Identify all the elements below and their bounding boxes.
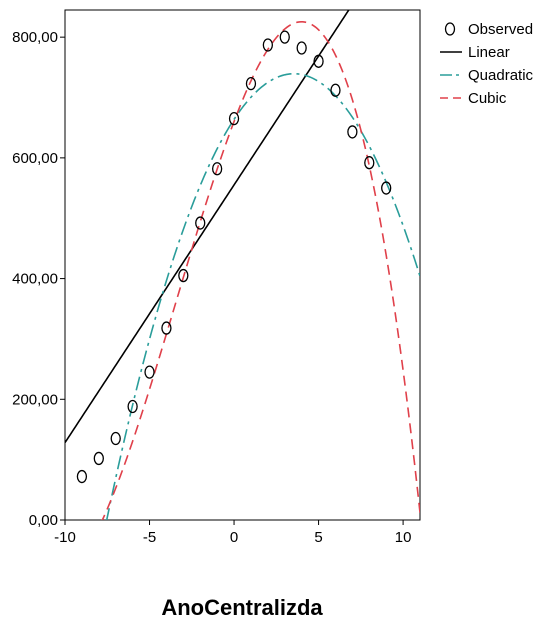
- legend-marker-observed: [444, 22, 456, 36]
- x-tick-label: 5: [314, 529, 322, 546]
- observed-point: [127, 399, 138, 414]
- legend-label-observed: Observed: [468, 21, 533, 38]
- observed-point: [313, 54, 324, 68]
- observed-point: [296, 41, 307, 55]
- x-axis-title: AnoCentralizda: [161, 595, 323, 620]
- observed-point: [93, 451, 104, 466]
- y-tick-label: 200,00: [12, 391, 58, 408]
- observed-point: [347, 125, 358, 139]
- observed-point: [245, 76, 257, 91]
- x-tick-label: 0: [230, 529, 238, 546]
- y-tick-label: 0,00: [29, 512, 58, 529]
- observed-point: [161, 321, 172, 335]
- y-axis: 0,00 200,00 400,00 600,00 800,00: [12, 29, 65, 529]
- x-tick-label: -5: [143, 529, 156, 546]
- fit-line-cubic: [101, 20, 420, 520]
- x-axis: -10 -5 0 5 10: [54, 520, 411, 546]
- observed-point: [195, 216, 206, 230]
- x-tick-label: 10: [395, 529, 412, 546]
- observed-point: [178, 268, 189, 283]
- y-tick-label: 600,00: [12, 150, 58, 167]
- observed-point: [144, 365, 155, 379]
- y-tick-label: 400,00: [12, 271, 58, 288]
- fit-line-quadratic: [105, 72, 420, 520]
- legend: Observed Linear Quadratic Cubic: [440, 21, 533, 107]
- observed-point: [279, 30, 290, 44]
- y-tick-label: 800,00: [12, 29, 58, 46]
- legend-label-linear: Linear: [468, 44, 510, 61]
- observed-points: [76, 30, 392, 484]
- legend-label-cubic: Cubic: [468, 90, 507, 107]
- observed-point: [211, 162, 223, 176]
- fit-line-linear: [65, 10, 350, 444]
- plot-area: [64, 9, 421, 521]
- observed-point: [76, 469, 88, 484]
- legend-label-quadratic: Quadratic: [468, 67, 533, 84]
- observed-point: [110, 431, 121, 446]
- x-tick-label: -10: [54, 529, 76, 546]
- observed-point: [364, 156, 375, 170]
- observed-point: [381, 181, 392, 195]
- observed-point: [262, 38, 274, 52]
- fit-lines: [65, 10, 420, 520]
- observed-point: [228, 111, 240, 126]
- observed-point: [330, 83, 341, 97]
